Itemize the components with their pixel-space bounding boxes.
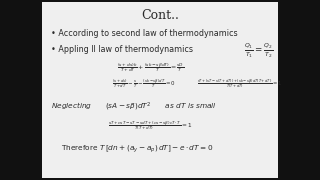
FancyBboxPatch shape (42, 2, 278, 178)
Text: Therefore $T\,[dn+(a_y-a_p)\,dT]-e\cdot dT=0$: Therefore $T\,[dn+(a_y-a_p)\,dT]-e\cdot … (61, 144, 213, 155)
Text: • Appling II law of thermodynamics: • Appling II law of thermodynamics (51, 45, 193, 54)
Text: Cont..: Cont.. (141, 9, 179, 22)
Text: $\frac{(s+ds)}{T+dT} - \frac{s}{T} - \frac{(sk-s\beta)dT}{T} = 0$: $\frac{(s+ds)}{T+dT} - \frac{s}{T} - \fr… (112, 77, 176, 90)
Text: $\frac{Q_1}{T_1} = \frac{Q_2}{T_2}$: $\frac{Q_1}{T_1} = \frac{Q_2}{T_2}$ (244, 41, 274, 60)
Text: $\frac{sT+csT-sT-sdT+(cs-s\beta)cT\cdot T}{T(T+dT)} = 1$: $\frac{sT+csT-sT-sdT+(cs-s\beta)cT\cdot … (108, 119, 193, 131)
Text: Neglecting$\quad\quad(sA-s\beta)dT^2\quad\quad$as dT is small: Neglecting$\quad\quad(sA-s\beta)dT^2\qua… (51, 101, 217, 113)
Text: • According to second law of thermodynamics: • According to second law of thermodynam… (51, 29, 238, 38)
Text: $\frac{(s+ds)k}{T+dT} + \frac{(sk-s\beta dT)}{T} = \frac{sD}{T}$: $\frac{(s+ds)k}{T+dT} + \frac{(sk-s\beta… (117, 61, 184, 74)
Text: $\frac{sT+(sT-s(T+dT))+(sk-s\beta)dT(T+dT)}{T(T+dT)} = 1$: $\frac{sT+(sT-s(T+dT))+(sk-s\beta)dT(T+d… (197, 77, 283, 89)
